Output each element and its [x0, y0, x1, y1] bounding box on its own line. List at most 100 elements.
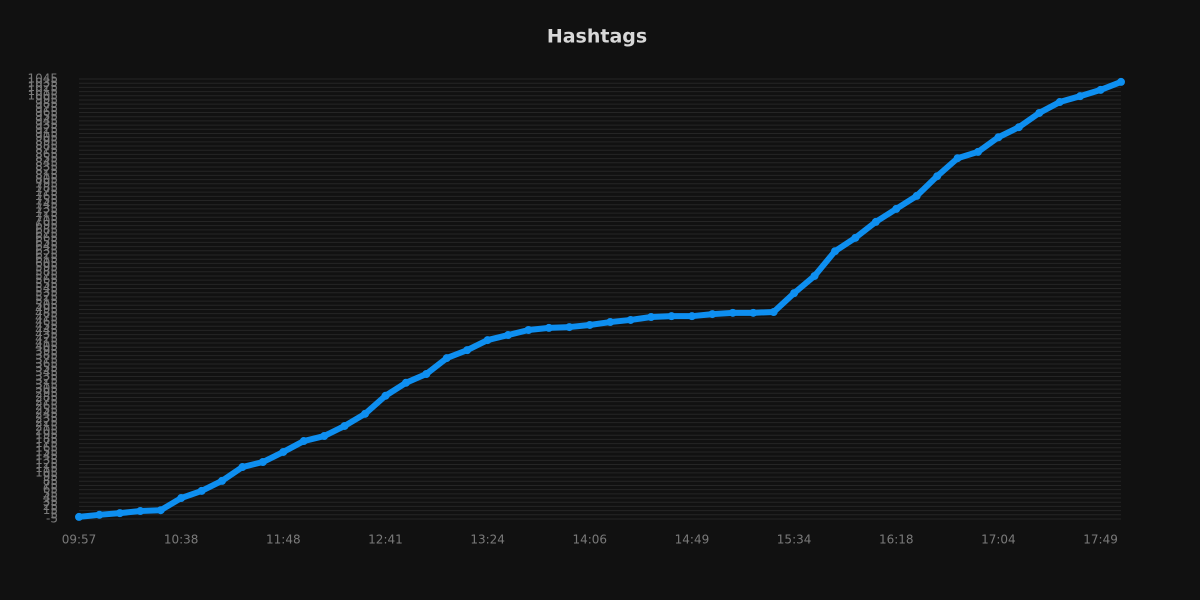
y-tick-label: 975 — [35, 101, 58, 115]
y-tick-label: 765 — [35, 189, 58, 203]
point — [953, 154, 962, 163]
point — [749, 308, 758, 317]
y-tick-label: 15 — [43, 503, 58, 517]
y-tick-label: 545 — [35, 281, 58, 295]
point — [340, 421, 349, 430]
point — [1035, 108, 1044, 117]
point — [1117, 77, 1125, 86]
y-tick-label: 595 — [35, 260, 58, 274]
point — [871, 217, 880, 226]
y-tick-label: 345 — [35, 365, 58, 379]
y-tick-label: 505 — [35, 298, 58, 312]
y-tick-label: 785 — [35, 180, 58, 194]
point — [769, 307, 778, 316]
y-tick-label: 275 — [35, 394, 58, 408]
y-tick-label: 5 — [50, 507, 58, 521]
point — [973, 147, 982, 156]
y-tick-label: 385 — [35, 348, 58, 362]
point — [115, 509, 124, 518]
y-tick-label: 735 — [35, 201, 58, 215]
point — [912, 191, 921, 200]
y-tick-label: 515 — [35, 294, 58, 308]
y-tick-label: 945 — [35, 113, 58, 127]
y-tick-label: 815 — [35, 168, 58, 182]
y-tick-label: 705 — [35, 214, 58, 228]
point — [136, 507, 145, 516]
point — [504, 331, 513, 340]
point — [238, 463, 247, 472]
y-tick-label: 305 — [35, 382, 58, 396]
y-tick-label: 465 — [35, 315, 58, 329]
point — [1055, 98, 1064, 107]
series-line — [76, 78, 1124, 520]
y-tick-label: 65 — [43, 482, 58, 496]
y-tick-label: 115 — [35, 461, 58, 475]
point — [994, 133, 1003, 142]
point — [218, 476, 227, 485]
point — [442, 354, 451, 363]
y-tick-label: 805 — [35, 172, 58, 186]
y-tick-label: 575 — [35, 268, 58, 282]
y-tick-label: 215 — [35, 419, 58, 433]
x-tick-label: 17:04 — [981, 533, 1016, 547]
y-tick-label: 445 — [35, 323, 58, 337]
y-tick-label: 685 — [35, 222, 58, 236]
y-tick-label: 145 — [35, 449, 58, 463]
y-tick-label: -5 — [46, 512, 58, 526]
y-tick-label: 285 — [35, 390, 58, 404]
y-tick-label: 35 — [43, 495, 58, 509]
x-tick-label: 15:34 — [777, 533, 812, 547]
y-tick-label: 245 — [35, 407, 58, 421]
point — [810, 271, 819, 280]
x-tick-label: 13:24 — [470, 533, 505, 547]
y-tick-label: 845 — [35, 155, 58, 169]
y-tick-label: 1005 — [27, 88, 58, 102]
y-tick-label: 165 — [35, 440, 58, 454]
point — [524, 326, 533, 335]
y-tick-label: 295 — [35, 386, 58, 400]
y-tick-label: 195 — [35, 428, 58, 442]
point — [892, 204, 901, 213]
y-tick-label: 695 — [35, 218, 58, 232]
y-tick-label: 265 — [35, 398, 58, 412]
point — [565, 323, 574, 332]
y-tick-label: 1025 — [27, 80, 58, 94]
point — [544, 323, 553, 332]
y-tick-label: 85 — [43, 474, 58, 488]
y-tick-label: 915 — [35, 126, 58, 140]
y-tick-label: 865 — [35, 147, 58, 161]
point — [830, 247, 839, 256]
y-tick-label: 225 — [35, 415, 58, 429]
y-tick-label: 655 — [35, 235, 58, 249]
point — [626, 315, 635, 324]
y-tick-label: 75 — [43, 478, 58, 492]
y-tick-label: 605 — [35, 256, 58, 270]
y-tick-label: 625 — [35, 248, 58, 262]
y-tick-label: 355 — [35, 361, 58, 375]
y-tick-label: 555 — [35, 277, 58, 291]
point — [728, 308, 737, 317]
y-tick-label: 535 — [35, 285, 58, 299]
y-tick-label: 935 — [35, 118, 58, 132]
point — [75, 512, 83, 521]
y-tick-label: 25 — [43, 499, 58, 513]
y-tick-label: 435 — [35, 327, 58, 341]
point — [708, 310, 717, 319]
x-tick-label: 09:57 — [62, 533, 97, 547]
point — [851, 233, 860, 242]
point — [422, 370, 431, 379]
point — [667, 312, 676, 321]
x-tick-label: 11:48 — [266, 533, 301, 547]
point — [361, 409, 370, 418]
point — [177, 494, 186, 503]
point — [483, 336, 492, 345]
y-tick-label: 895 — [35, 134, 58, 148]
point — [95, 510, 104, 519]
y-tick-label: 525 — [35, 289, 58, 303]
y-tick-label: 985 — [35, 97, 58, 111]
x-tick-label: 17:49 — [1083, 533, 1118, 547]
point — [790, 289, 799, 298]
point — [1096, 85, 1105, 94]
point — [647, 313, 656, 322]
